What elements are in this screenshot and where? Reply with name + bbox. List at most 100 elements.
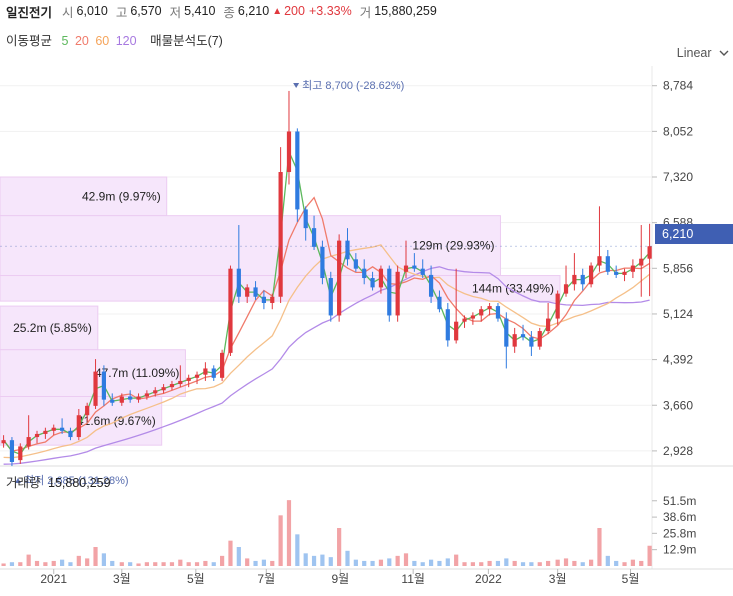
annotations: 최고 8,700 (-28.62%) 최저 2,685 (131.28%) bbox=[0, 79, 652, 487]
candle-body bbox=[487, 306, 492, 310]
volume-bar bbox=[228, 540, 233, 566]
candle-body bbox=[563, 284, 569, 294]
volume-bar bbox=[270, 560, 275, 566]
volume-bar bbox=[295, 534, 300, 566]
axes: 8,7848,0527,3206,5885,8565,1244,3923,660… bbox=[40, 79, 696, 586]
volume-panel-title: 거래량 bbox=[6, 476, 41, 490]
candle-body bbox=[18, 446, 23, 461]
candle-body bbox=[420, 268, 425, 275]
moving-average-legend: 이동평균 5 20 60 120 매물분석도(7) bbox=[6, 30, 226, 49]
date-tick-label: 2022 bbox=[475, 572, 502, 586]
candle-body bbox=[572, 274, 577, 285]
candle-body bbox=[43, 430, 48, 434]
ma-60-line bbox=[3, 244, 651, 459]
stock-summary-header: 일진전기 시 6,010 고 6,570 저 5,410 종 6,210 ▲ 2… bbox=[6, 2, 445, 20]
candle-body bbox=[403, 265, 409, 272]
candle-body bbox=[428, 274, 434, 297]
volume-bar bbox=[504, 558, 509, 566]
current-price-badge: 6,210 bbox=[655, 224, 733, 244]
candle-body bbox=[110, 399, 115, 403]
volume-bar bbox=[161, 562, 166, 566]
candle-body bbox=[622, 271, 627, 275]
date-tick-label: 5월 bbox=[622, 572, 640, 586]
open-label: 시 bbox=[62, 5, 74, 20]
candle-body bbox=[286, 131, 292, 173]
volume-bar bbox=[26, 554, 31, 566]
candle-body bbox=[387, 268, 392, 316]
volume-bar bbox=[68, 562, 73, 566]
volume-profile-label: 42.9m (9.97%) bbox=[82, 189, 161, 203]
volume-bar bbox=[563, 558, 569, 566]
volume-bar bbox=[128, 562, 133, 566]
volume-bar bbox=[311, 555, 317, 566]
candle-body bbox=[68, 430, 73, 438]
volume-panel-label: 거래량 15,880,259 bbox=[6, 472, 111, 491]
volume-bar bbox=[18, 562, 23, 566]
scale-selector[interactable]: Linear bbox=[677, 46, 729, 60]
volume-bar bbox=[470, 562, 475, 566]
price-tick-label: 7,320 bbox=[663, 170, 693, 184]
candle-body bbox=[537, 331, 542, 347]
volume-bar bbox=[245, 558, 250, 566]
price-tick-label: 4,392 bbox=[663, 353, 693, 367]
candle-body bbox=[353, 259, 358, 269]
volume-bar bbox=[153, 562, 158, 566]
candle-body bbox=[51, 427, 56, 431]
date-tick-label: 9월 bbox=[331, 572, 349, 586]
volume-bar bbox=[186, 562, 191, 566]
volume-bar bbox=[59, 559, 65, 566]
candle-body bbox=[495, 306, 501, 319]
volume-bars bbox=[1, 500, 652, 566]
volume-bar bbox=[412, 560, 417, 566]
volume-profile-label: 47.7m (11.09%) bbox=[95, 366, 180, 380]
candle-body bbox=[303, 209, 308, 229]
candle-body bbox=[362, 268, 367, 279]
candle-body bbox=[437, 296, 442, 310]
candle-body bbox=[454, 321, 459, 341]
candle-body bbox=[194, 374, 200, 378]
stock-name: 일진전기 bbox=[6, 5, 53, 20]
date-tick-label: 2021 bbox=[40, 572, 67, 586]
candle-body bbox=[128, 396, 133, 400]
candle-body bbox=[412, 265, 417, 269]
volume-bar bbox=[479, 562, 484, 566]
volume-bar bbox=[93, 547, 98, 566]
candle-body bbox=[253, 287, 258, 297]
high-annotation: 최고 8,700 (-28.62%) bbox=[302, 79, 404, 92]
change-percent: +3.33% bbox=[308, 4, 352, 18]
candle-body bbox=[161, 387, 166, 391]
date-tick-label: 11월 bbox=[401, 572, 425, 586]
volume-bar bbox=[428, 559, 434, 566]
low-label: 저 bbox=[169, 5, 182, 20]
volume-bar bbox=[387, 558, 392, 566]
low-marker-icon bbox=[14, 478, 21, 484]
candle-body bbox=[295, 131, 300, 210]
candle-body bbox=[236, 268, 241, 297]
volume-profile-toggle[interactable]: 매물분석도(7) bbox=[150, 34, 223, 48]
volume-bar bbox=[605, 555, 610, 566]
open-value: 6,010 bbox=[76, 4, 108, 18]
candle-body bbox=[320, 246, 325, 279]
volume-bar bbox=[378, 559, 384, 566]
volume-bar bbox=[253, 560, 258, 566]
volume-bar bbox=[647, 545, 652, 566]
price-tick-label: 5,856 bbox=[663, 261, 693, 275]
candle-body bbox=[59, 427, 65, 431]
candle-body bbox=[144, 393, 149, 397]
candle-body bbox=[580, 274, 585, 285]
volume-bar bbox=[420, 562, 425, 566]
high-label: 고 bbox=[115, 5, 128, 20]
candle-body bbox=[555, 293, 560, 319]
volume-bar bbox=[512, 560, 517, 566]
candle-body bbox=[278, 172, 283, 297]
volume-bar bbox=[194, 562, 200, 566]
price-tick-label: 5,124 bbox=[663, 307, 693, 321]
volume-bar bbox=[622, 562, 627, 566]
volume-bar bbox=[362, 560, 367, 566]
volume-bar bbox=[588, 559, 594, 566]
candle-body bbox=[504, 318, 509, 347]
volume-bar bbox=[614, 560, 619, 566]
ma-legend-title[interactable]: 이동평균 bbox=[6, 34, 53, 48]
volume-bar bbox=[537, 562, 542, 566]
